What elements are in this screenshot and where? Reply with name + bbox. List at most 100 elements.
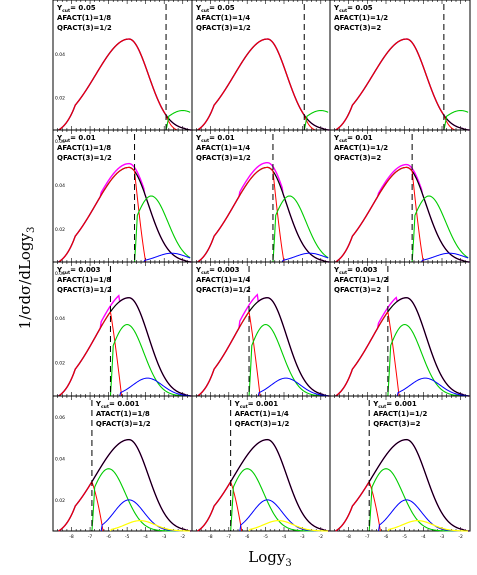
series-total (335, 166, 470, 263)
panel-ycut-label: Ycut= 0.003 (333, 266, 378, 276)
series-n5 (387, 520, 469, 532)
panel-ycut-label: Ycut= 0.001 (234, 400, 279, 410)
series-n4 (421, 252, 469, 263)
panel-qfact-label: QFACT(3)=1/2 (196, 154, 251, 162)
series-total (58, 38, 192, 131)
panel-qfact-label: QFACT(3)=2 (334, 24, 381, 32)
panel-qfact-label: QFACT(3)=2 (334, 154, 381, 162)
series-n5 (248, 520, 329, 532)
panel-ycut-label: Ycut= 0.01 (195, 134, 235, 144)
series-total-alt (335, 163, 470, 263)
series-n2 (335, 38, 456, 131)
series-n2 (58, 166, 147, 263)
panel-ycut-label: Ycut= 0.003 (195, 266, 240, 276)
x-tick-label: -2 (319, 534, 324, 540)
series-n2 (58, 310, 123, 397)
panel-qfact-label: QFACT(3)=1/2 (196, 24, 251, 32)
x-tick-label: -4 (143, 534, 148, 540)
y-tick-label: 0.06 (55, 271, 65, 277)
series-n2 (335, 310, 400, 397)
x-tick-label: -7 (227, 534, 232, 540)
series-n2 (335, 166, 424, 263)
series-n2 (58, 38, 178, 131)
panel-ycut-label: Ycut= 0.05 (195, 4, 235, 14)
y-tick-label: 0.02 (55, 498, 65, 504)
x-tick-label: -5 (125, 534, 130, 540)
x-tick-label: -5 (402, 534, 407, 540)
panel-grid: 0.04 0.02 Ycut= 0.05 AFACT(1)=1/8 QFACT(3)=1… (52, 0, 471, 540)
series-n5 (109, 520, 191, 532)
x-tick-label: -8 (346, 534, 351, 540)
series-n3 (303, 109, 329, 131)
series-total (58, 166, 192, 263)
x-tick-label: -4 (421, 534, 426, 540)
x-tick-label: -4 (282, 534, 287, 540)
series-n3 (443, 109, 469, 131)
series-n2 (197, 38, 316, 131)
series-n3 (387, 323, 469, 397)
y-tick-label: 0.06 (55, 415, 65, 421)
panel-qfact-label: QFACT(3)=1/2 (196, 286, 251, 294)
x-tick-label: -6 (106, 534, 111, 540)
x-tick-label: -6 (245, 534, 250, 540)
series-total-alt (197, 293, 330, 397)
series-n3 (109, 323, 191, 397)
series-total (58, 439, 192, 532)
panel-qfact-label: QFACT(3)=2 (373, 420, 420, 428)
series-total (335, 38, 470, 131)
svg-text:1/σdσ/dLogy3: 1/σdσ/dLogy3 (16, 227, 37, 330)
y-tick-label: 0.02 (55, 361, 65, 367)
x-tick-label: -3 (162, 534, 167, 540)
panel-afact-label: AFACT(1)=1/8 (57, 14, 111, 22)
series-total-alt (197, 38, 330, 131)
panel-afact-label: AFACT(1)=1/2 (334, 14, 388, 22)
series-total (58, 297, 192, 397)
x-tick-label: -2 (180, 534, 185, 540)
series-total (197, 38, 330, 131)
y-tick-label: 0.02 (55, 227, 65, 233)
series-total-alt (197, 161, 330, 263)
series-total-alt (58, 38, 192, 131)
series-total-alt (197, 438, 330, 532)
series-n4 (119, 377, 191, 397)
panel-afact-label: AFACT(1)=1/2 (373, 410, 427, 418)
series-n4 (143, 252, 191, 263)
panel-qfact-label: QFACT(3)=1/2 (57, 24, 112, 32)
series-total-alt (58, 438, 192, 532)
panel-afact-label: AFACT(1)=1/4 (235, 410, 289, 418)
series-n3 (165, 109, 191, 131)
x-tick-label: -7 (365, 534, 370, 540)
series-n3 (134, 195, 191, 263)
panel-ycut-label: Ycut= 0.003 (56, 266, 101, 276)
series-total-alt (335, 438, 470, 532)
series-n2 (197, 166, 285, 263)
panel-10: -8 -7 -6 -5 -4 -3 -2 0.06 0.04 0.02 Ycut= 0.001ATA… (52, 395, 193, 540)
series-n3 (248, 323, 329, 397)
x-tick-label: -7 (88, 534, 93, 540)
x-tick-label: -8 (69, 534, 74, 540)
panel-qfact-label: QFACT(3)=1/2 (57, 286, 112, 294)
series-n3 (272, 195, 329, 263)
y-tick-label: 0.04 (55, 456, 65, 462)
series-total-alt (58, 162, 192, 263)
x-tick-label: -2 (458, 534, 463, 540)
series-total-alt (58, 294, 192, 397)
series-n2 (335, 480, 381, 532)
series-n2 (58, 480, 104, 532)
panel-afact-label: AFACT(1)=1/4 (196, 144, 250, 152)
y-tick-label: 0.06 (55, 139, 65, 145)
series-total (197, 439, 330, 532)
panel-afact-label: AFACT(1)=1/2 (334, 144, 388, 152)
series-total (197, 166, 330, 263)
svg-text:Logy3: Logy3 (248, 548, 291, 569)
panel-ycut-label: Ycut= 0.001 (95, 400, 140, 410)
x-tick-label: -5 (263, 534, 268, 540)
